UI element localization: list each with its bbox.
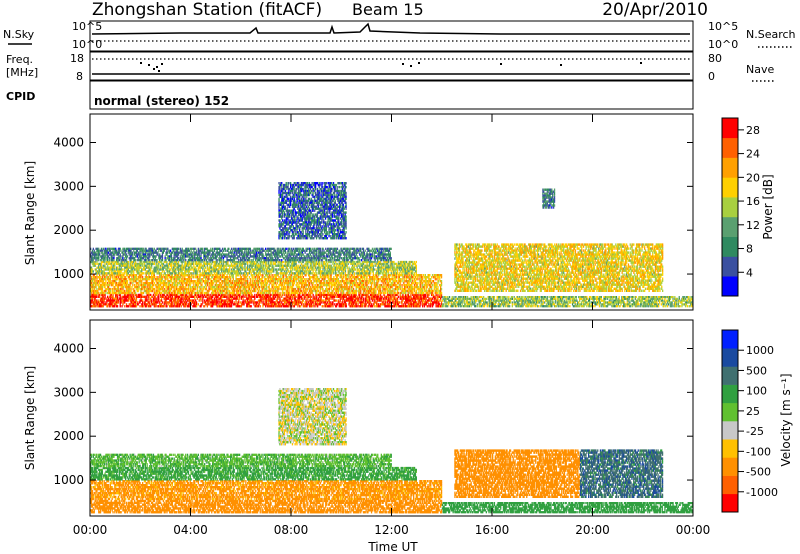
power-data-cell	[120, 305, 121, 307]
power-data-cell	[104, 298, 105, 300]
freq-tick-bottom: 8	[76, 70, 83, 83]
beam-label: Beam 15	[352, 0, 424, 19]
power-data-cell	[117, 305, 118, 307]
nave-tick-bottom: 0	[708, 70, 715, 83]
power-data-cell	[251, 305, 252, 307]
power-data-cell	[139, 305, 140, 307]
power-data-cell	[254, 298, 255, 300]
nave-label: Nave	[746, 63, 774, 76]
power-data-cell	[243, 303, 244, 305]
nsearch-label: N.Search	[746, 28, 796, 41]
nsky-label: N.Sky	[3, 28, 35, 41]
cpid-mode-text: normal (stereo) 152	[94, 94, 229, 108]
power-data-cell	[166, 305, 167, 307]
nsky-tick-bottom: 10^0	[72, 38, 102, 51]
power-data-cell	[162, 301, 163, 303]
radar-figure: Zhongshan Station (fitACF) Beam 15 20/Ap…	[0, 0, 800, 554]
freq-tick-top: 18	[70, 52, 84, 65]
power-data-cell	[292, 298, 293, 300]
freq-label-line2: [MHz]	[6, 66, 38, 79]
power-data-cell	[198, 303, 199, 305]
nsky-strip-frame	[90, 21, 693, 51]
date-label: 20/Apr/2010	[602, 0, 708, 20]
power-data-cell	[296, 296, 297, 298]
power-data-cell	[156, 305, 157, 307]
power-data-cell	[202, 301, 203, 303]
nsearch-tick-top: 10^5	[708, 20, 738, 33]
power-data-cell	[96, 296, 97, 298]
power-data-cell	[118, 301, 119, 303]
cpid-label: CPID	[6, 90, 35, 103]
power-data-cell	[311, 296, 312, 298]
nsearch-tick-bottom: 10^0	[708, 38, 738, 51]
power-data-cell	[200, 299, 201, 301]
freq-strip-frame	[90, 52, 693, 80]
power-data-cell	[164, 305, 165, 307]
power-data-cell	[260, 305, 261, 307]
power-data-cell	[124, 305, 125, 307]
station-title: Zhongshan Station (fitACF)	[92, 0, 322, 20]
power-data-cell	[231, 305, 232, 307]
power-data-cell	[196, 305, 197, 307]
nsky-tick-top: 10^5	[72, 20, 102, 33]
nave-tick-top: 80	[708, 52, 722, 65]
power-data-cell	[239, 298, 240, 300]
freq-label-line1: Freq.	[6, 53, 33, 66]
